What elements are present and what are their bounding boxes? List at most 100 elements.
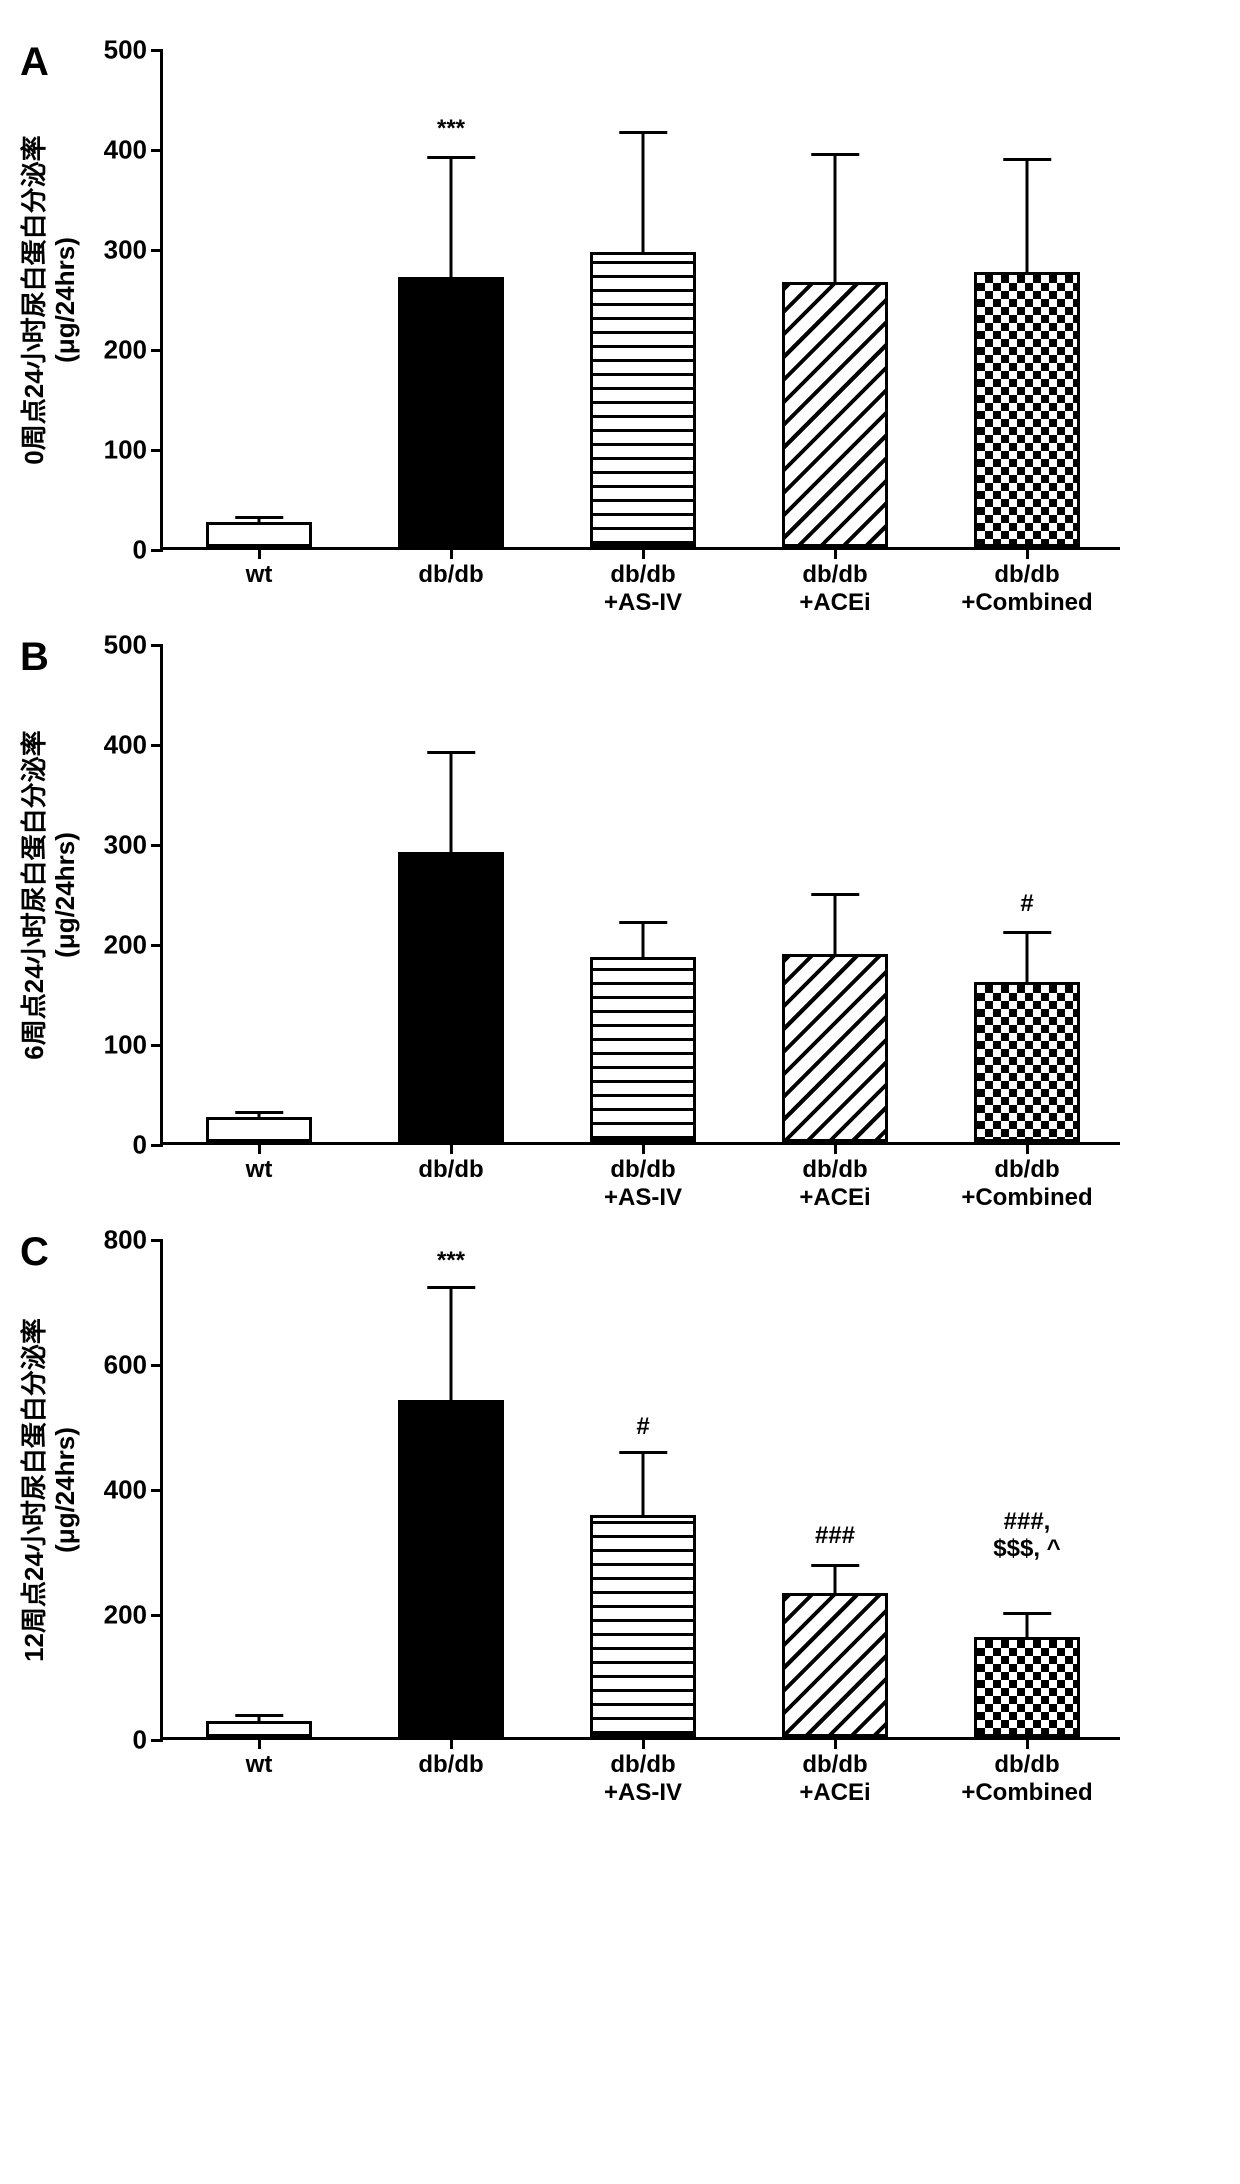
- x-tick: [450, 547, 453, 559]
- y-tick: [151, 349, 163, 352]
- bar: [398, 852, 504, 1142]
- x-tick-label: db/db+AS-IV: [604, 1156, 682, 1211]
- y-tick: [151, 149, 163, 152]
- error-cap: [1003, 1612, 1051, 1615]
- x-tick-label: db/db+ACEi: [799, 1751, 870, 1806]
- error-cap: [811, 153, 859, 156]
- y-tick-label: 200: [104, 1600, 147, 1631]
- y-tick-label: 200: [104, 335, 147, 366]
- y-tick: [151, 744, 163, 747]
- x-tick: [1026, 1737, 1029, 1749]
- error-cap: [619, 921, 667, 924]
- significance-annotation: #: [636, 1414, 649, 1440]
- panel-label: B: [20, 635, 49, 680]
- y-tick: [151, 549, 163, 552]
- y-tick-label: 400: [104, 135, 147, 166]
- bar: [206, 522, 312, 547]
- x-tick-label: db/db+ACEi: [799, 1156, 870, 1211]
- panel-b: B6周点24小时尿白蛋白分泌率(μg/24hrs)010020030040050…: [20, 645, 1220, 1145]
- y-tick-label: 300: [104, 830, 147, 861]
- y-tick-label: 400: [104, 730, 147, 761]
- y-tick: [151, 1144, 163, 1147]
- error-cap: [427, 1286, 475, 1289]
- x-tick: [834, 1142, 837, 1154]
- x-tick: [834, 1737, 837, 1749]
- bar: [206, 1117, 312, 1142]
- y-tick: [151, 449, 163, 452]
- significance-annotation: ###,$$$, ^: [993, 1509, 1060, 1562]
- error-cap: [235, 1714, 283, 1717]
- bar: [590, 1515, 696, 1737]
- y-tick: [151, 49, 163, 52]
- y-tick: [151, 1614, 163, 1617]
- bar: [974, 982, 1080, 1142]
- x-tick: [834, 547, 837, 559]
- bar: [398, 277, 504, 547]
- chart-wrapper: 0周点24小时尿白蛋白分泌率(μg/24hrs)0100200300400500…: [160, 50, 1220, 550]
- y-axis-label: 12周点24小时尿白蛋白分泌率(μg/24hrs): [19, 1290, 81, 1690]
- plot-area: 0200400600800wtdb/dbdb/db+AS-IVdb/db+ACE…: [160, 1240, 1120, 1740]
- x-tick: [1026, 1142, 1029, 1154]
- y-tick-label: 300: [104, 235, 147, 266]
- significance-annotation: #: [1020, 891, 1033, 917]
- panel-c: C12周点24小时尿白蛋白分泌率(μg/24hrs)0200400600800w…: [20, 1240, 1220, 1740]
- y-tick: [151, 1739, 163, 1742]
- y-tick: [151, 1489, 163, 1492]
- y-axis-label: 0周点24小时尿白蛋白分泌率(μg/24hrs): [19, 100, 81, 500]
- x-tick: [642, 1737, 645, 1749]
- error-bar: [1026, 159, 1029, 272]
- y-tick: [151, 1239, 163, 1242]
- bar: [974, 272, 1080, 547]
- y-tick-label: 0: [133, 1130, 147, 1161]
- bar: [782, 1593, 888, 1737]
- y-tick: [151, 644, 163, 647]
- chart-wrapper: 12周点24小时尿白蛋白分泌率(μg/24hrs)0200400600800wt…: [160, 1240, 1220, 1740]
- x-tick-label: db/db+AS-IV: [604, 1751, 682, 1806]
- y-tick-label: 400: [104, 1475, 147, 1506]
- error-cap: [811, 1564, 859, 1567]
- x-tick: [642, 1142, 645, 1154]
- x-tick-label: db/db+AS-IV: [604, 561, 682, 616]
- error-bar: [834, 154, 837, 282]
- y-tick-label: 100: [104, 435, 147, 466]
- y-tick: [151, 844, 163, 847]
- error-cap: [1003, 158, 1051, 161]
- x-tick-label: db/db+ACEi: [799, 561, 870, 616]
- error-bar: [1026, 1613, 1029, 1637]
- x-tick-label: db/db+Combined: [961, 1156, 1092, 1211]
- chart-wrapper: 6周点24小时尿白蛋白分泌率(μg/24hrs)0100200300400500…: [160, 645, 1220, 1145]
- error-bar: [1026, 932, 1029, 982]
- x-tick: [450, 1737, 453, 1749]
- error-bar: [834, 894, 837, 954]
- error-cap: [1003, 931, 1051, 934]
- panel-label: A: [20, 40, 49, 85]
- x-tick-label: db/db+Combined: [961, 1751, 1092, 1806]
- y-tick: [151, 1364, 163, 1367]
- y-tick-label: 800: [104, 1225, 147, 1256]
- error-bar: [642, 922, 645, 957]
- bar: [590, 957, 696, 1142]
- bar: [206, 1721, 312, 1737]
- y-tick-label: 0: [133, 535, 147, 566]
- error-cap: [427, 751, 475, 754]
- x-tick-label: wt: [246, 1156, 273, 1184]
- error-bar: [642, 132, 645, 252]
- y-tick-label: 0: [133, 1725, 147, 1756]
- x-tick-label: db/db+Combined: [961, 561, 1092, 616]
- x-tick-label: db/db: [418, 1156, 483, 1184]
- y-axis-label: 6周点24小时尿白蛋白分泌率(μg/24hrs): [19, 695, 81, 1095]
- x-tick: [642, 547, 645, 559]
- y-tick-label: 500: [104, 630, 147, 661]
- error-cap: [235, 516, 283, 519]
- error-bar: [642, 1453, 645, 1516]
- error-cap: [619, 131, 667, 134]
- bar: [974, 1637, 1080, 1737]
- plot-area: 0100200300400500wtdb/dbdb/db+AS-IVdb/db+…: [160, 50, 1120, 550]
- x-tick-label: wt: [246, 1751, 273, 1779]
- x-tick-label: db/db: [418, 1751, 483, 1779]
- panel-label: C: [20, 1230, 49, 1275]
- x-tick: [258, 1737, 261, 1749]
- significance-annotation: ***: [437, 1248, 465, 1274]
- y-tick: [151, 249, 163, 252]
- y-tick: [151, 1044, 163, 1047]
